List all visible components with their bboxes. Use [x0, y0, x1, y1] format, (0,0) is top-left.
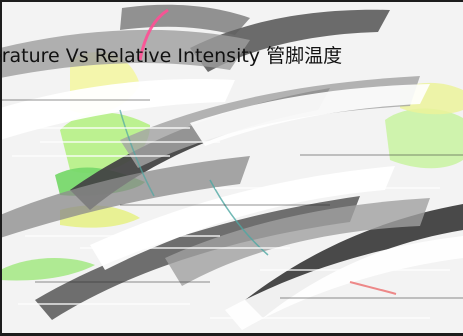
pink-line [138, 8, 169, 61]
white-slash-2 [90, 166, 395, 270]
dark-stroke-mid [190, 9, 390, 72]
teal-line-2 [119, 109, 155, 197]
bottom-border [0, 333, 463, 336]
dark-streaks [0, 99, 463, 299]
green-right [385, 108, 463, 169]
grey-band-4 [165, 198, 430, 286]
green-bottom-left [0, 258, 95, 281]
chart-title: erature Vs Relative Intensity 管脚温度 [0, 45, 343, 67]
grey-band-3 [0, 156, 250, 238]
white-slash-1 [0, 79, 235, 140]
top-border [0, 0, 463, 2]
white-slash-4 [225, 236, 463, 330]
dark-stroke-top [120, 4, 250, 36]
grey-band-1 [0, 29, 250, 78]
red-line [349, 281, 397, 295]
horizontal-streaks [12, 127, 450, 319]
left-border [0, 0, 2, 336]
white-slash-3 [190, 84, 430, 146]
